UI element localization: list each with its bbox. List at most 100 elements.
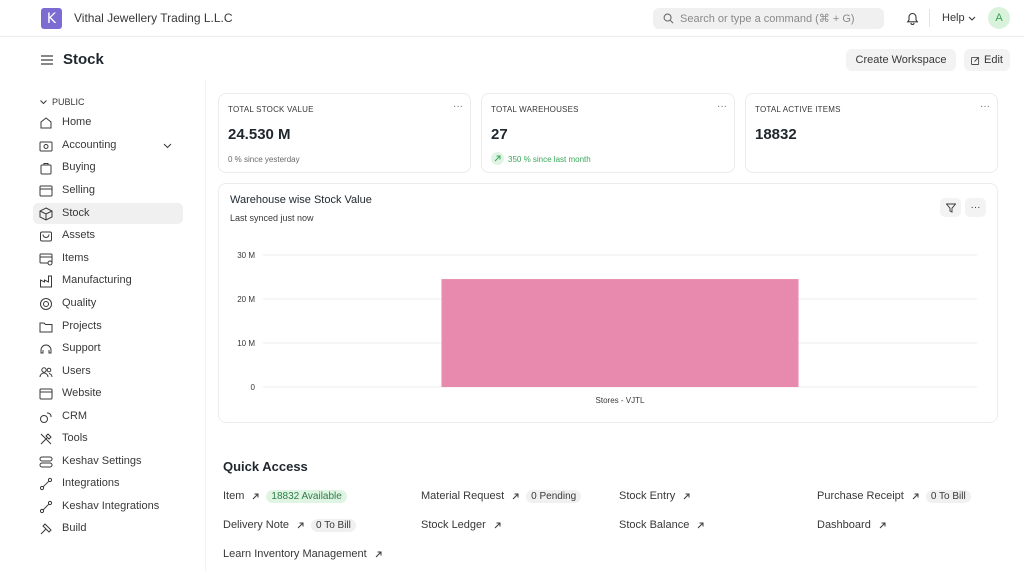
quick-access-learn-inventory-management[interactable]: Learn Inventory Management [223,546,382,562]
sidebar-item-home[interactable]: Home [33,112,183,133]
sidebar-item-integrations[interactable]: Integrations [33,473,183,494]
items-icon [39,253,53,266]
sidebar-item-label: Quality [62,297,97,309]
quick-access-item[interactable]: Item 18832 Available [223,488,347,504]
chart-card: 0 10 M 20 M 30 M Stores - VJTL Warehouse wis… [218,183,998,423]
quick-access-stock-ledger[interactable]: Stock Ledger [421,517,501,533]
help-menu[interactable]: Help [942,12,965,24]
page-title: Stock [63,51,104,68]
quick-access-label: Stock Balance [619,519,690,531]
sidebar-item-label: Projects [62,320,102,332]
y-tick-label: 20 M [237,295,255,304]
chevron-down-icon[interactable] [968,16,976,21]
quick-access-label: Purchase Receipt [817,490,904,502]
edit-button[interactable]: Edit [964,49,1010,71]
quick-access-dashboard[interactable]: Dashboard [817,517,886,533]
sidebar-item-buying[interactable]: Buying [33,157,183,178]
quick-access-badge: 0 To Bill [925,489,971,503]
sidebar-item-label: Home [62,116,92,128]
chart-menu-button[interactable]: ··· [965,198,986,217]
sidebar-item-stock[interactable]: Stock [33,203,183,224]
y-tick-label: 30 M [237,251,255,260]
sidebar-item-label: Website [62,387,102,399]
x-tick-label: Stores - VJTL [596,396,645,405]
sidebar-item-assets[interactable]: Assets [33,225,183,246]
sidebar-section-label: PUBLIC [52,97,85,107]
sidebar-item-label: Tools [62,432,88,444]
accounting-icon [39,141,53,152]
sidebar-item-projects[interactable]: Projects [33,316,183,337]
card-value: 27 [491,126,508,143]
sidebar-toggle-icon[interactable] [41,55,53,65]
edit-icon [971,56,980,65]
sidebar-item-label: Accounting [62,139,117,151]
edit-label: Edit [984,54,1003,66]
card-label: TOTAL ACTIVE ITEMS [755,105,841,114]
build-icon [40,523,52,535]
integrations-icon [39,500,53,514]
chart-subtitle: Last synced just now [230,213,314,223]
card-menu-button[interactable]: ··· [453,101,463,112]
quick-access-delivery-note[interactable]: Delivery Note 0 To Bill [223,517,356,533]
quick-access-material-request[interactable]: Material Request 0 Pending [421,488,582,504]
sidebar-item-label: Items [62,252,89,264]
quick-access-label: Material Request [421,490,505,502]
tools-icon [40,433,52,445]
sidebar-divider [205,80,206,571]
sidebar-item-users[interactable]: Users [33,361,183,382]
sidebar-section-public[interactable]: PUBLIC [40,97,85,107]
sidebar-item-selling[interactable]: Selling [33,180,183,201]
sidebar-item-label: Keshav Integrations [62,500,160,512]
sidebar-item-manufacturing[interactable]: Manufacturing [33,270,183,291]
website-icon [39,388,53,400]
quick-access-label: Dashboard [817,519,871,531]
quick-access-stock-balance[interactable]: Stock Balance [619,517,704,533]
sidebar-item-items[interactable]: Items [33,248,183,269]
quick-access-purchase-receipt[interactable]: Purchase Receipt 0 To Bill [817,488,971,504]
crm-icon [40,412,52,423]
card-value: 18832 [755,126,797,143]
arrow-up-right-icon [375,551,382,557]
sidebar-item-accounting[interactable]: Accounting [33,135,183,156]
arrow-up-right-icon [697,522,704,528]
quick-access-stock-entry[interactable]: Stock Entry [619,488,690,504]
y-tick-label: 10 M [237,339,255,348]
create-workspace-button[interactable]: Create Workspace [846,49,956,71]
sidebar-item-label: Integrations [62,477,120,489]
arrow-up-right-icon [512,493,519,499]
sidebar-item-support[interactable]: Support [33,338,183,359]
card-menu-button[interactable]: ··· [717,101,727,112]
arrow-up-right-icon [297,522,304,528]
stock-icon [39,207,53,221]
y-tick-label: 0 [251,383,256,392]
card-total-stock-value: TOTAL STOCK VALUE ··· 24.530 M 0 % since… [218,93,471,173]
sidebar-item-quality[interactable]: Quality [33,293,183,314]
sidebar-item-build[interactable]: Build [33,518,183,539]
search-bar[interactable]: Search or type a command (⌘ + G) [653,8,884,29]
sidebar-item-keshav-integrations[interactable]: Keshav Integrations [33,496,183,517]
card-menu-button[interactable]: ··· [980,101,990,112]
card-label: TOTAL STOCK VALUE [228,105,314,114]
bar-chart: 0 10 M 20 M 30 M Stores - VJTL [237,251,977,405]
app-title: Vithal Jewellery Trading L.L.C [74,11,233,25]
sidebar-item-tools[interactable]: Tools [33,428,183,449]
notification-bell-icon[interactable] [906,11,919,25]
chevron-down-icon[interactable] [163,143,172,149]
sidebar-item-website[interactable]: Website [33,383,183,404]
card-stat: 350 % since last month [508,155,591,164]
chart-bar[interactable] [441,279,799,387]
sidebar-item-keshav-settings[interactable]: Keshav Settings [33,451,183,472]
chevron-down-icon [40,99,47,104]
trend-up-icon [491,152,504,165]
sidebar-item-label: Selling [62,184,96,196]
arrow-up-right-icon [494,522,501,528]
filter-icon [945,203,956,213]
sidebar-item-label: Manufacturing [62,274,132,286]
avatar[interactable]: A [988,7,1010,29]
app-logo[interactable]: K [41,8,62,29]
settings-icon [39,456,53,468]
users-icon [39,367,53,378]
chart-filter-button[interactable] [940,198,961,217]
sidebar-item-crm[interactable]: CRM [33,406,183,427]
sidebar-item-label: Users [62,365,91,377]
